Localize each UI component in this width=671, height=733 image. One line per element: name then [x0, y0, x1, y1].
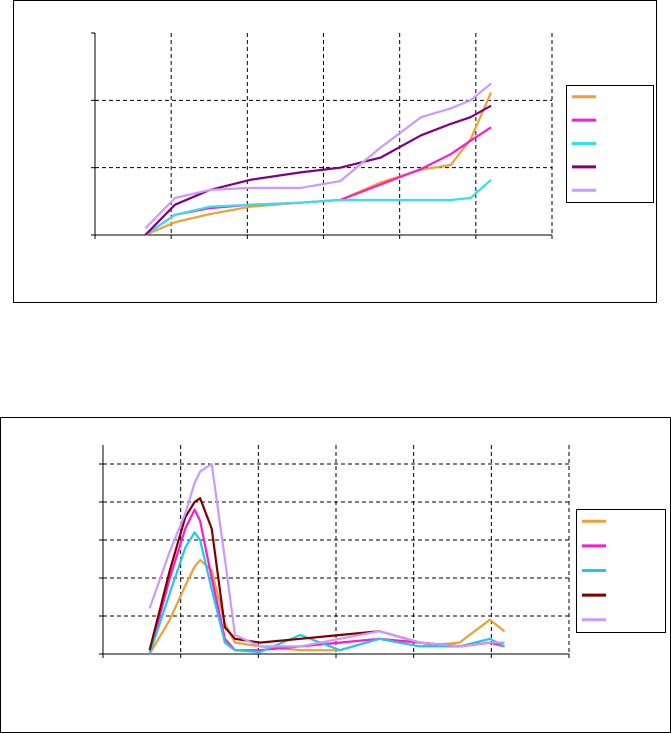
series-line	[148, 462, 505, 648]
series-line	[148, 531, 506, 655]
series-line	[144, 178, 492, 236]
series-line	[144, 82, 492, 230]
series-line	[144, 104, 492, 236]
chart-frame	[13, 0, 657, 303]
